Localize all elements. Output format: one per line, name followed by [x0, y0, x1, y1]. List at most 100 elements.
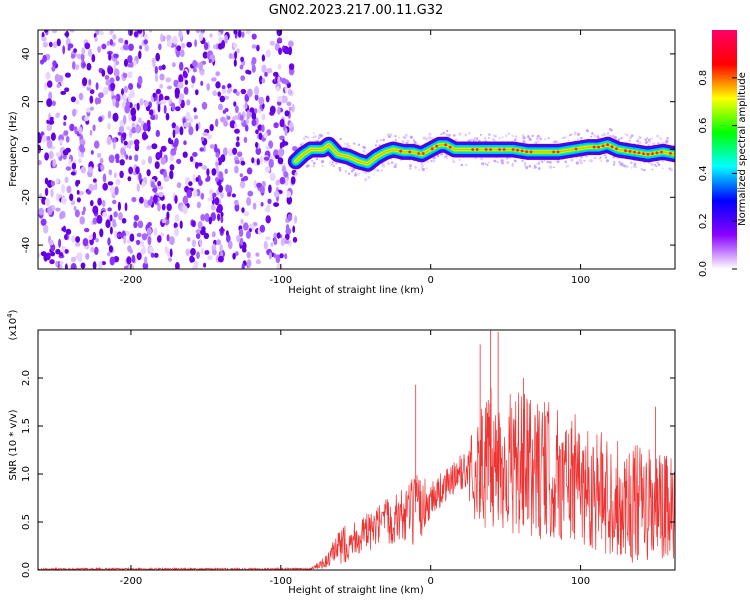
noise-blob: [265, 166, 271, 173]
noise-blob: [204, 250, 210, 255]
halo-point: [493, 159, 497, 163]
halo-point: [576, 138, 579, 141]
noise-blob: [160, 99, 167, 104]
noise-blob: [48, 119, 55, 125]
noise-blob: [208, 216, 212, 225]
halo-point: [522, 136, 526, 140]
noise-blob: [121, 132, 127, 139]
halo-point: [421, 167, 425, 171]
halo-point: [451, 158, 454, 160]
noise-blob: [291, 103, 295, 113]
noise-blob: [41, 36, 47, 42]
halo-point: [577, 132, 580, 136]
halo-point: [387, 161, 389, 163]
signal-peak: [525, 150, 528, 154]
halo-point: [568, 139, 570, 142]
noise-blob: [78, 126, 83, 135]
colorbar-tick-label: 0.6: [698, 118, 709, 134]
halo-point: [639, 136, 642, 139]
noise-blob: [122, 43, 129, 51]
halo-point: [362, 149, 366, 153]
noise-blob: [194, 39, 198, 48]
noise-blob: [158, 43, 162, 51]
halo-point: [538, 160, 541, 163]
noise-blob: [273, 190, 280, 198]
noise-blob: [110, 82, 115, 91]
noise-blob: [120, 147, 125, 155]
noise-blob: [154, 161, 160, 170]
noise-blob: [80, 262, 86, 269]
halo-point: [454, 138, 458, 142]
noise-blob: [107, 110, 112, 119]
noise-blob: [55, 152, 61, 158]
halo-point: [413, 141, 417, 145]
x-tick-label: 0: [428, 275, 434, 286]
noise-blob: [255, 141, 259, 149]
noise-blob: [72, 61, 76, 70]
noise-blob: [158, 65, 163, 71]
noise-blob: [116, 233, 123, 238]
halo-point: [446, 135, 449, 138]
noise-blob: [208, 58, 212, 64]
noise-blob: [186, 99, 191, 106]
noise-blob: [137, 220, 144, 229]
noise-blob: [211, 168, 217, 176]
colorbar-tick-label: 0.0: [698, 261, 709, 277]
noise-blob: [161, 64, 166, 70]
noise-blob: [109, 256, 116, 266]
noise-blob: [225, 184, 230, 193]
halo-point: [375, 140, 379, 143]
noise-blob: [127, 176, 132, 182]
noise-blob: [56, 38, 61, 47]
halo-point: [414, 165, 417, 169]
signal-peak: [633, 150, 636, 154]
noise-blob: [182, 70, 187, 78]
halo-point: [630, 167, 633, 169]
noise-blob: [283, 45, 289, 55]
noise-blob: [176, 182, 182, 189]
halo-point: [521, 159, 524, 162]
noise-blob: [182, 151, 188, 158]
noise-blob: [39, 193, 43, 201]
noise-blob: [40, 218, 47, 226]
noise-blob: [52, 158, 57, 167]
halo-point: [639, 162, 641, 164]
noise-blob: [200, 30, 206, 33]
noise-blob: [191, 257, 195, 263]
noise-blob: [92, 205, 99, 215]
noise-blob: [131, 254, 136, 264]
noise-blob: [200, 136, 205, 142]
noise-blob: [101, 200, 106, 207]
halo-point: [313, 161, 316, 165]
noise-blob: [150, 181, 155, 188]
noise-blob: [105, 219, 111, 229]
noise-blob: [215, 177, 219, 182]
halo-point: [305, 164, 309, 168]
noise-blob: [292, 146, 298, 152]
noise-blob: [55, 248, 61, 255]
halo-point: [604, 154, 607, 157]
noise-blob: [92, 217, 98, 225]
noise-blob: [157, 202, 161, 212]
halo-point: [619, 162, 622, 166]
noise-blob: [191, 83, 194, 89]
noise-blob: [288, 88, 292, 96]
halo-point: [501, 161, 504, 165]
noise-blob: [240, 218, 244, 225]
halo-point: [440, 133, 443, 136]
y-tick-label: 40: [21, 48, 32, 61]
snr-ylabel: SNR (10 * v/v): [8, 409, 19, 480]
halo-point: [579, 158, 582, 162]
halo-point: [535, 137, 539, 141]
signal-peak: [592, 145, 596, 149]
noise-blob: [234, 159, 240, 165]
noise-blob: [65, 147, 71, 153]
noise-blob: [200, 229, 206, 236]
halo-point: [394, 139, 398, 142]
halo-point: [603, 132, 606, 136]
noise-blob: [284, 127, 288, 136]
noise-blob: [123, 235, 127, 244]
noise-blob: [38, 207, 44, 216]
noise-blob: [153, 227, 158, 236]
snr-scale-label: (x104): [6, 309, 19, 340]
